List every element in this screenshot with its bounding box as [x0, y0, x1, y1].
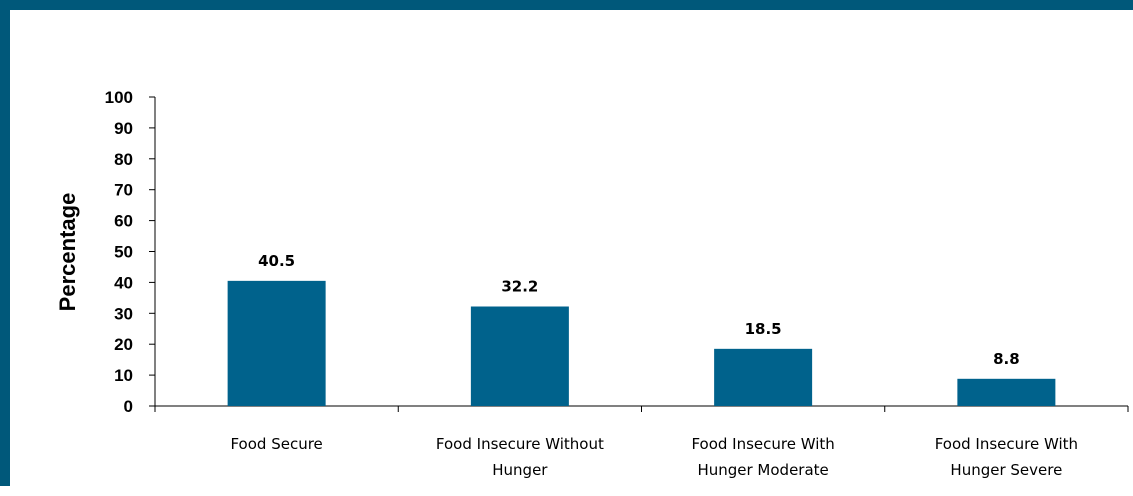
- bar: [227, 280, 326, 406]
- data-label: 32.2: [501, 278, 538, 296]
- y-tick-label: 70: [114, 181, 133, 200]
- bars: [227, 280, 1056, 406]
- y-axis-title-group: Percentage: [55, 193, 80, 312]
- x-tick-label: Food Insecure With: [935, 435, 1078, 453]
- y-tick-label: 80: [114, 150, 133, 169]
- bar: [957, 378, 1056, 406]
- y-ticks: 0 10 20 30 40 50 60 70 80 90 100: [105, 88, 155, 416]
- y-tick-label: 60: [114, 212, 133, 231]
- y-tick-label: 30: [114, 304, 133, 323]
- data-label: 8.8: [993, 350, 1020, 368]
- x-tick-label: Hunger: [492, 461, 548, 479]
- x-labels: Food Secure Food Insecure Without Hunger Fo…: [230, 435, 1078, 479]
- y-tick-label: 50: [114, 243, 133, 262]
- y-tick-label: 40: [114, 273, 133, 292]
- x-tick-label: Food Insecure With: [691, 435, 834, 453]
- x-tick-label: Hunger Severe: [950, 461, 1062, 479]
- data-label: 40.5: [258, 252, 295, 270]
- x-ticks: [154, 406, 1129, 412]
- y-tick-label: 100: [105, 88, 133, 107]
- bar-chart: Percentage 0 10 20 30 40 50 60 70 80 90 100 40.5 32…: [55, 88, 1129, 479]
- y-tick-label: 90: [114, 119, 133, 138]
- x-tick-label: Food Insecure Without: [436, 435, 604, 453]
- bar: [714, 348, 813, 406]
- x-tick-label: Food Secure: [230, 435, 322, 453]
- y-tick-label: 10: [114, 366, 133, 385]
- y-axis-title: Percentage: [55, 193, 80, 312]
- bar: [470, 306, 569, 406]
- x-tick-label: Hunger Moderate: [697, 461, 828, 479]
- chart-frame: Percentage 0 10 20 30 40 50 60 70 80 90 100 40.5 32…: [0, 0, 1133, 486]
- y-tick-label: 20: [114, 335, 133, 354]
- data-labels: 40.5 32.2 18.5 8.8: [258, 252, 1020, 368]
- y-tick-label: 0: [124, 397, 133, 416]
- data-label: 18.5: [745, 320, 782, 338]
